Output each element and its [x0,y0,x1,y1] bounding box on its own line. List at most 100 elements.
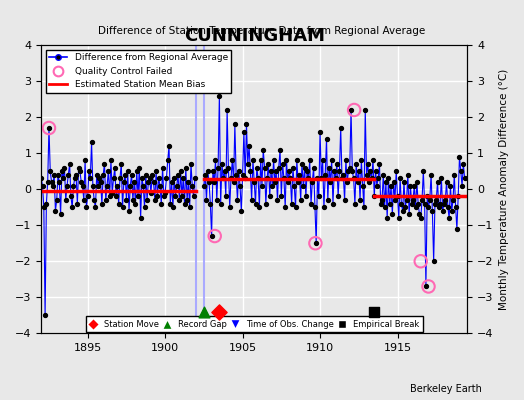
Point [280,175,288,182]
Point [242,121,250,128]
Point [431,200,439,207]
Point [450,172,458,178]
Point [171,193,180,200]
Point [381,179,390,185]
Point [322,136,331,142]
Point [79,182,87,189]
Point [285,168,293,174]
Point [440,200,448,207]
Point [375,161,384,167]
Point [38,182,47,189]
Point [253,164,261,171]
Point [42,200,51,207]
Point [345,164,354,171]
Point [119,179,128,185]
Point [114,200,123,207]
Point [276,146,284,153]
Point [259,146,267,153]
Point [241,175,249,182]
Point [420,200,429,207]
Point [396,175,405,182]
Point [237,208,246,214]
Point [436,200,444,207]
Point [247,197,256,203]
Point [165,143,173,149]
Point [424,283,433,290]
Point [63,182,71,189]
Point [328,157,336,164]
Point [350,175,358,182]
Point [232,172,241,178]
Point [60,164,69,171]
Point [166,200,174,207]
Y-axis label: Monthly Temperature Anomaly Difference (°C): Monthly Temperature Anomaly Difference (… [499,68,509,310]
Point [138,175,146,182]
Point [177,168,185,174]
Point [59,175,68,182]
Point [400,179,408,185]
Point [356,197,364,203]
Point [211,157,220,164]
Point [141,172,150,178]
Legend: Station Move, Record Gap, Time of Obs. Change, Empirical Break: Station Move, Record Gap, Time of Obs. C… [85,316,423,332]
Point [289,164,297,171]
Point [89,182,97,189]
Point [174,172,182,178]
Point [54,172,62,178]
Point [162,175,171,182]
Point [179,175,188,182]
Point [86,175,94,182]
Point [238,172,247,178]
Point [277,193,286,200]
Point [295,172,303,178]
Point [278,161,287,167]
Point [156,182,164,189]
Point [341,197,349,203]
Point [367,175,376,182]
Point [223,107,231,113]
Point [324,197,332,203]
Point [219,175,227,182]
Point [406,182,414,189]
Point [103,182,111,189]
Point [139,182,147,189]
Point [172,182,181,189]
Point [397,200,406,207]
Point [102,197,110,203]
Point [163,157,172,164]
Point [67,193,75,200]
Point [72,172,80,178]
Point [134,193,142,200]
Point [249,157,257,164]
Point [245,143,253,149]
Point [97,200,106,207]
Point [125,208,133,214]
Point [418,197,426,203]
Point [188,182,196,189]
Point [236,182,244,189]
Point [427,172,435,178]
Point [350,107,358,113]
Point [213,197,221,203]
Point [424,204,433,210]
Point [311,204,319,210]
Point [222,193,230,200]
Point [246,168,255,174]
Point [108,190,116,196]
Point [52,197,61,203]
Point [451,204,460,210]
Point [228,157,236,164]
Point [272,168,280,174]
Point [319,157,327,164]
Point [414,200,422,207]
Point [311,240,320,246]
Point [282,157,291,164]
Point [64,172,72,178]
Point [37,175,46,182]
Point [366,168,375,174]
Point [461,175,469,182]
Point [148,172,157,178]
Point [361,107,369,113]
Point [455,154,464,160]
Point [170,175,178,182]
